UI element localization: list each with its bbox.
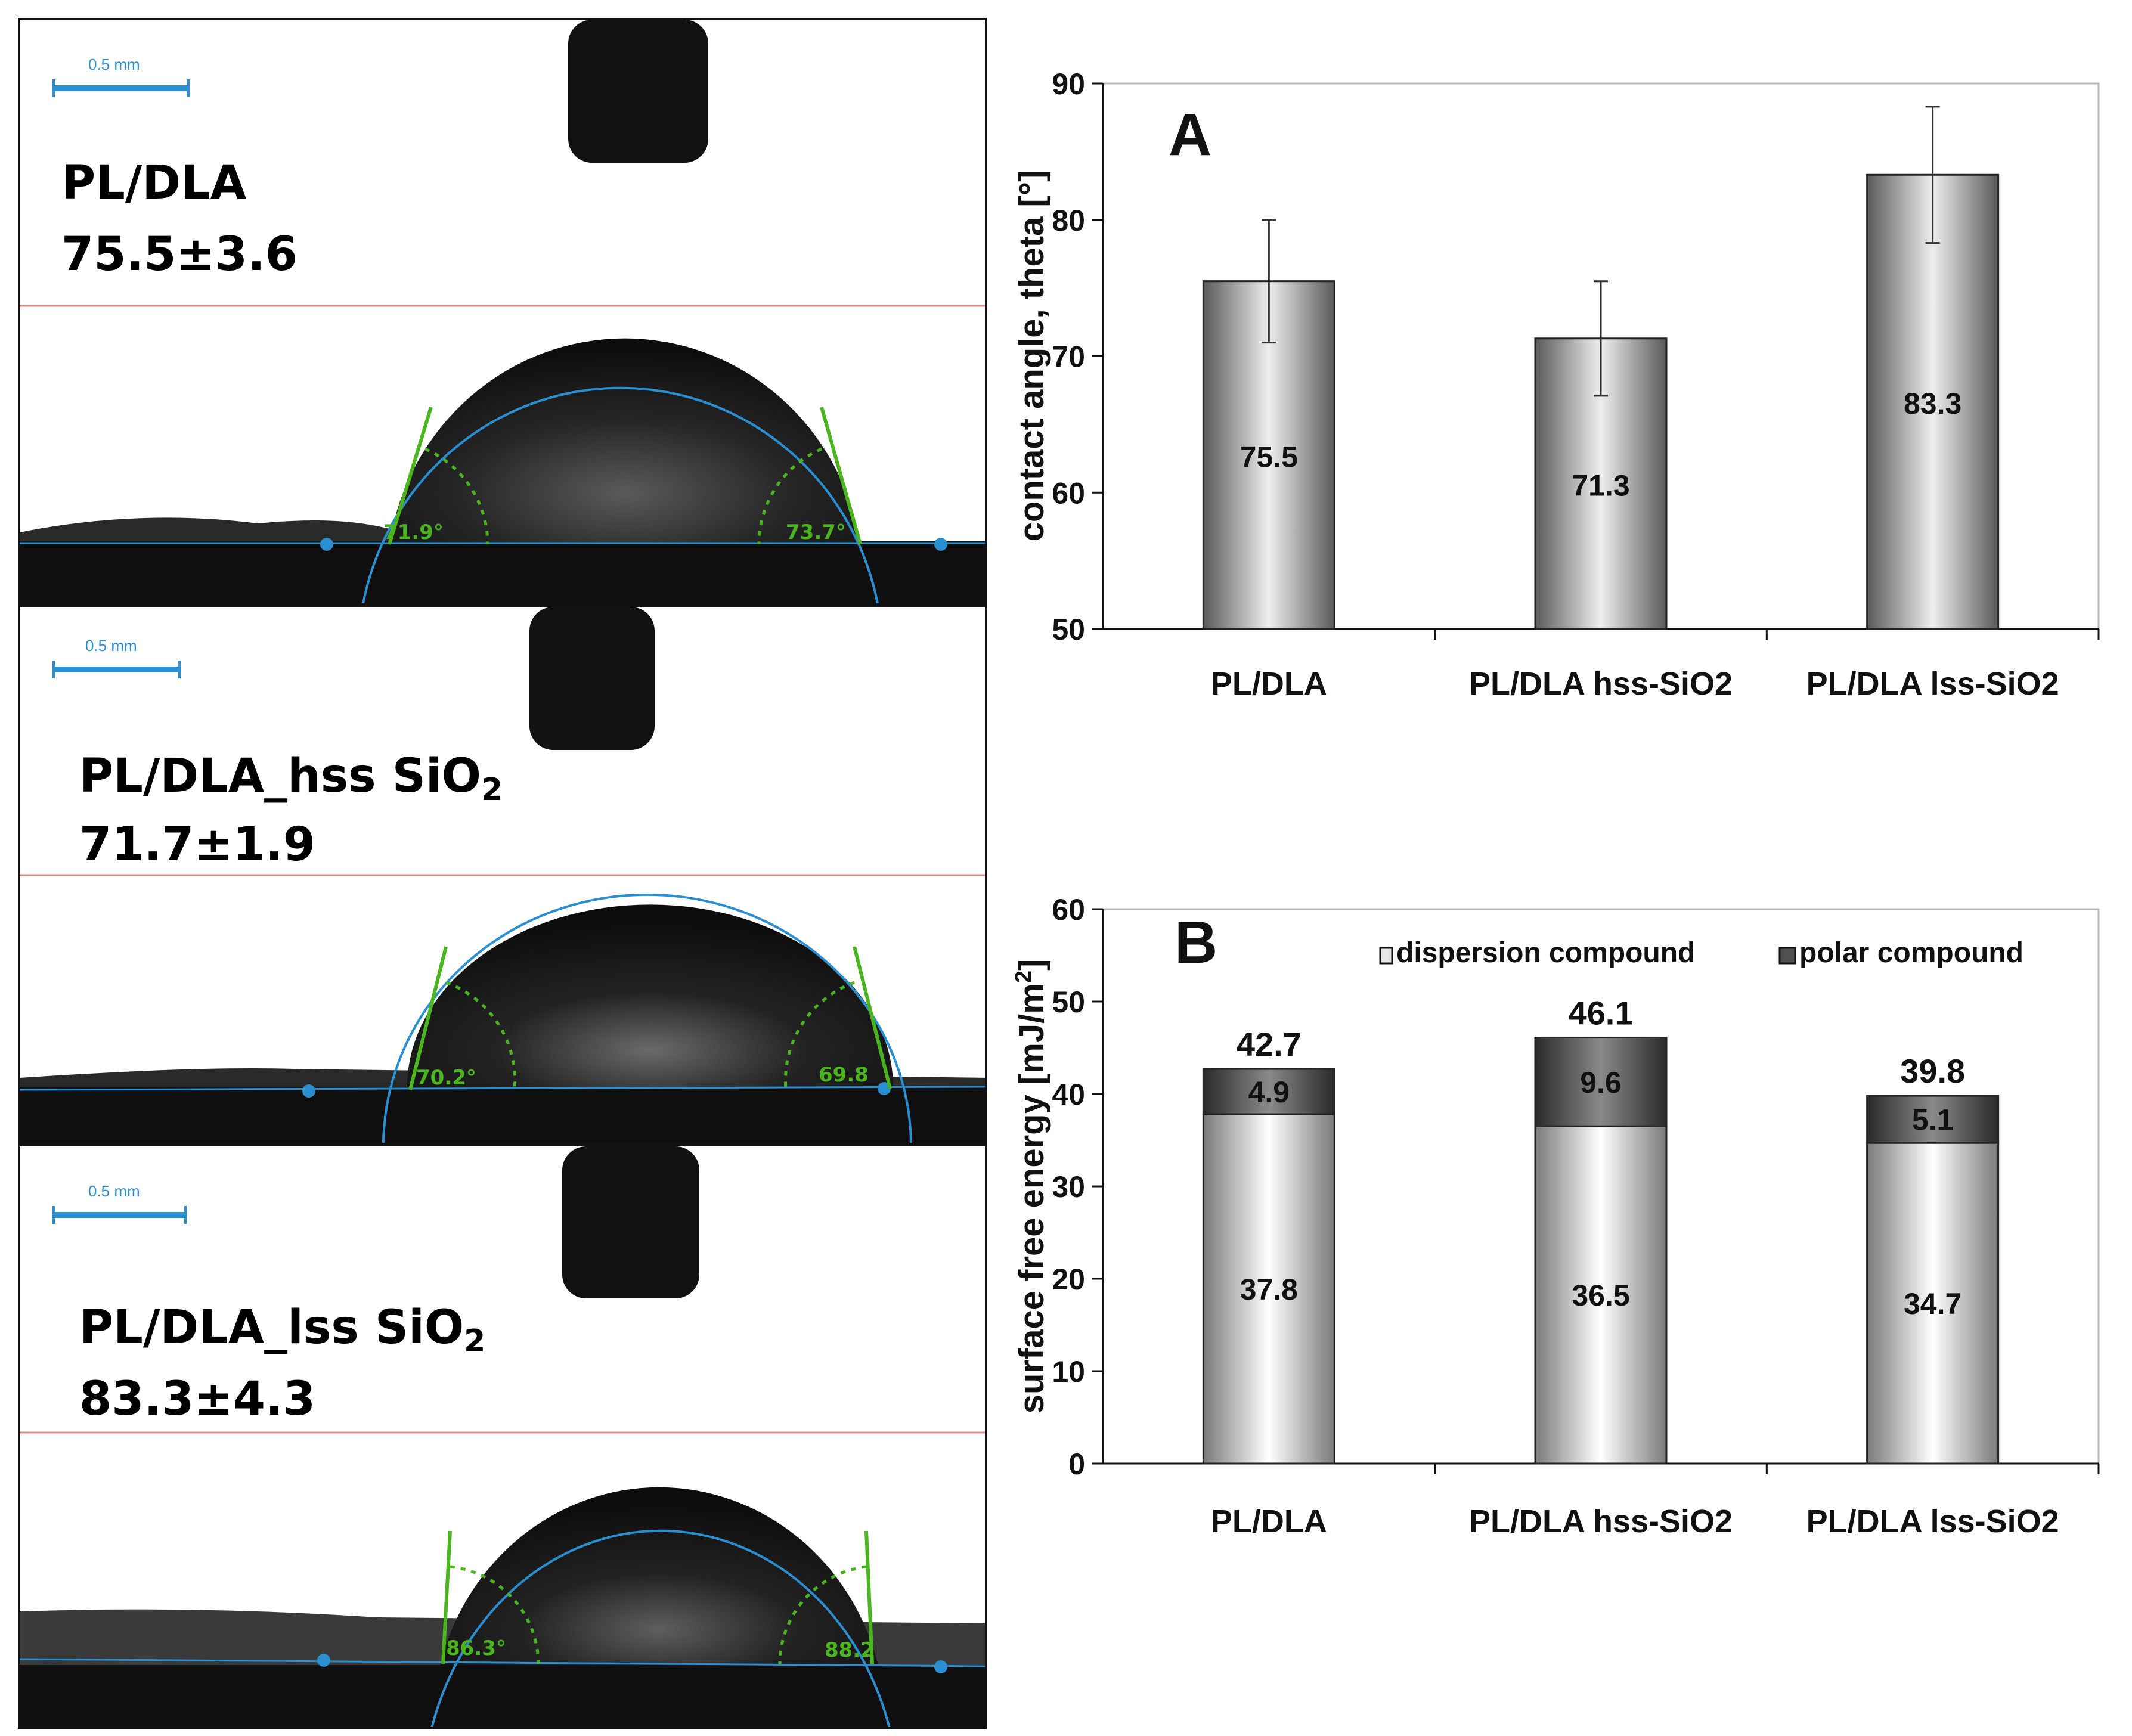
total-label: 42.7 bbox=[1237, 1025, 1301, 1063]
data-label: 36.5 bbox=[1572, 1279, 1629, 1312]
x-tick-label: PL/DLA hss-SiO2 bbox=[1469, 666, 1733, 702]
needle bbox=[529, 607, 655, 750]
scale-bar bbox=[52, 1206, 187, 1224]
droplet-scene bbox=[20, 607, 985, 1143]
bar-segment-polar bbox=[1534, 1036, 1668, 1127]
sample-name: PL/DLA_hss SiO2 bbox=[79, 749, 503, 808]
legend-label-polar: polar compound bbox=[1799, 937, 2023, 969]
surface-free-energy-chart: B dispersion compound polar compound 0 10… bbox=[1008, 858, 2122, 1544]
left-angle-label: 70.2° bbox=[416, 1066, 476, 1090]
sample-contact-angle: 71.7±1.9 bbox=[79, 818, 315, 872]
y-axis-title: contact angle, theta [°] bbox=[1012, 170, 1051, 542]
panel-letter: A bbox=[1169, 101, 1211, 168]
data-label: 5.1 bbox=[1912, 1103, 1954, 1137]
scale-bar-label: 0.5 mm bbox=[88, 1182, 140, 1200]
bar-segment-polar bbox=[1202, 1068, 1335, 1115]
left-angle-label: 86.3° bbox=[446, 1636, 506, 1660]
droplet bbox=[389, 338, 860, 544]
right-angle-label: 69.8 bbox=[819, 1063, 869, 1087]
data-label: 37.8 bbox=[1240, 1273, 1298, 1306]
droplet-scene bbox=[20, 1146, 985, 1727]
x-tick-label: PL/DLA lss-SiO2 bbox=[1806, 666, 2059, 702]
x-tick-label: PL/DLA hss-SiO2 bbox=[1469, 1504, 1733, 1539]
sample-name: PL/DLA bbox=[61, 156, 247, 210]
sample-name: PL/DLA_lss SiO2 bbox=[79, 1301, 486, 1359]
data-label: 83.3 bbox=[1904, 387, 1961, 420]
total-label: 39.8 bbox=[1900, 1052, 1965, 1090]
scale-bar bbox=[52, 661, 181, 678]
data-label: 4.9 bbox=[1248, 1075, 1290, 1109]
y-tick-label: 70 bbox=[1052, 340, 1085, 374]
bar-segment-dispersion bbox=[1866, 1142, 2000, 1465]
bar-segment-dispersion bbox=[1202, 1113, 1335, 1465]
left-angle-label: 71.9° bbox=[383, 520, 444, 544]
bar-segment-dispersion bbox=[1534, 1125, 1668, 1465]
contact-angle-chart: A 50 60 70 80 90 75.5 PL/DLA 71.3 PL/DLA hss-SiO… bbox=[1008, 54, 2122, 739]
needle bbox=[568, 20, 708, 163]
y-tick-label: 60 bbox=[1052, 476, 1085, 510]
legend-label-dispersion: dispersion compound bbox=[1396, 937, 1695, 969]
scale-bar bbox=[52, 79, 190, 97]
legend-swatch-dispersion bbox=[1379, 947, 1393, 965]
droplet-photo-pl-dla: 0.5 mm PL/DLA 75.5±3.6 71.9° 73.7° bbox=[18, 18, 987, 605]
y-tick-label: 50 bbox=[1052, 613, 1085, 646]
y-tick-label: 90 bbox=[1052, 67, 1085, 101]
x-tick-label: PL/DLA lss-SiO2 bbox=[1806, 1504, 2059, 1539]
y-axis-title: surface free energy [mJ/m2] bbox=[1011, 959, 1051, 1414]
sample-contact-angle: 75.5±3.6 bbox=[61, 228, 298, 281]
right-angle-label: 73.7° bbox=[786, 520, 846, 544]
y-tick-label: 40 bbox=[1052, 1078, 1085, 1111]
droplet-photo-pl-dla-hss-sio2: 0.5 mm PL/DLA_hss SiO2 71.7±1.9 70.2° 69… bbox=[18, 605, 987, 1145]
y-tick-label: 0 bbox=[1068, 1447, 1085, 1481]
data-label: 34.7 bbox=[1904, 1287, 1961, 1320]
x-tick-label: PL/DLA bbox=[1211, 666, 1327, 702]
y-tick-label: 50 bbox=[1052, 985, 1085, 1019]
needle bbox=[562, 1146, 699, 1298]
bar-segment-polar bbox=[1866, 1095, 2000, 1144]
data-label: 9.6 bbox=[1580, 1066, 1622, 1099]
sample-contact-angle: 83.3±4.3 bbox=[79, 1372, 315, 1426]
droplet-scene bbox=[20, 20, 985, 603]
right-angle-label: 88.2 bbox=[825, 1638, 875, 1662]
y-tick-label: 20 bbox=[1052, 1263, 1085, 1296]
droplet-photo-pl-dla-lss-sio2: 0.5 mm PL/DLA_lss SiO2 83.3±4.3 86.3° 88… bbox=[18, 1145, 987, 1729]
surface-free-energy-chart-svg: B dispersion compound polar compound 0 10… bbox=[1011, 893, 2100, 1539]
bar bbox=[1866, 173, 2000, 630]
scale-bar-label: 0.5 mm bbox=[88, 55, 140, 73]
y-tick-label: 10 bbox=[1052, 1355, 1085, 1388]
legend: dispersion compound polar compound bbox=[1379, 937, 2023, 969]
data-label: 75.5 bbox=[1240, 440, 1298, 473]
total-label: 46.1 bbox=[1569, 994, 1634, 1031]
contact-angle-chart-svg: A 50 60 70 80 90 75.5 PL/DLA 71.3 PL/DLA hss-SiO… bbox=[1012, 67, 2100, 702]
y-tick-label: 30 bbox=[1052, 1170, 1085, 1204]
panel-letter: B bbox=[1175, 909, 1217, 976]
legend-swatch-polar bbox=[1778, 947, 1796, 965]
x-tick-label: PL/DLA bbox=[1211, 1504, 1327, 1539]
y-tick-label: 80 bbox=[1052, 204, 1085, 237]
y-tick-label: 60 bbox=[1052, 893, 1085, 926]
droplet bbox=[407, 904, 893, 1087]
scale-bar-label: 0.5 mm bbox=[85, 637, 137, 655]
droplet bbox=[440, 1487, 878, 1665]
data-label: 71.3 bbox=[1572, 469, 1629, 502]
